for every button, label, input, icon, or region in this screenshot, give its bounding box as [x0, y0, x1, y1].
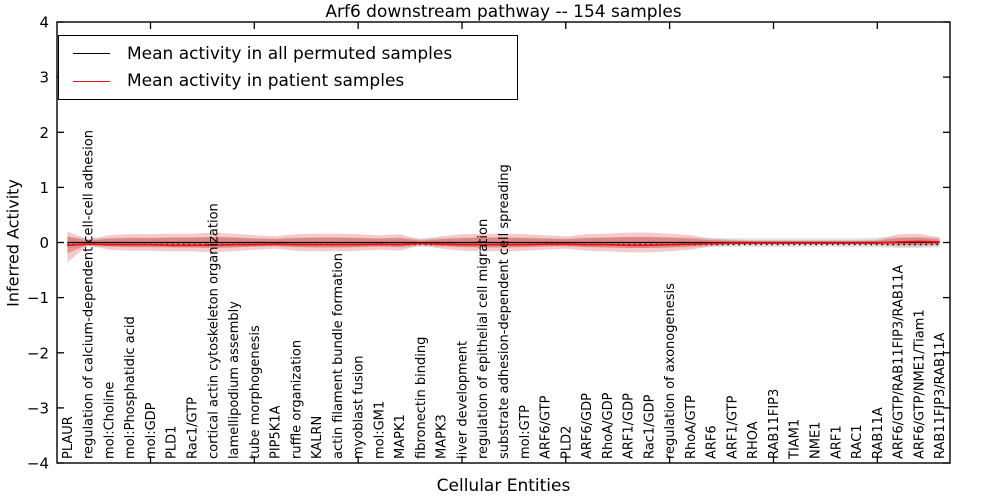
x-category-label: RAB11FIP3 [767, 389, 782, 459]
x-category-label: Rac1/GTP [186, 397, 201, 459]
y-tick-label: 1 [39, 179, 49, 197]
legend-line-sample-patient-icon [73, 80, 110, 82]
x-category-label: mol:Phosphatidic acid [123, 316, 138, 459]
x-category-label: TIAM1 [788, 419, 803, 460]
x-category-label: MAPK1 [393, 414, 408, 459]
x-category-label: actin filament bundle formation [331, 253, 346, 459]
legend-item-permuted-samples: Mean activity in all permuted samples [73, 44, 517, 64]
y-tick-label: −4 [27, 455, 49, 473]
legend-item-patient-samples: Mean activity in patient samples [73, 71, 517, 91]
line-patient-mean [67, 240, 940, 247]
x-axis-title: Cellular Entities [436, 476, 571, 496]
x-category-label: tube morphogenesis [248, 325, 263, 459]
legend-label-permuted: Mean activity in all permuted samples [127, 43, 453, 64]
y-tick-label: 3 [39, 69, 49, 87]
x-category-label: mol:GTP [518, 405, 533, 459]
x-category-label: MAPK3 [435, 414, 450, 459]
x-category-label: lamellipodium assembly [227, 301, 242, 459]
x-category-label: cortical actin cytoskeleton organization [206, 203, 221, 459]
x-category-label: ARF6/GTP [539, 395, 554, 459]
x-category-label: ARF1/GDP [622, 393, 637, 459]
x-category-label: NME1 [809, 422, 824, 459]
x-category-label: PLD2 [559, 426, 574, 459]
x-category-label: RAB11FIP3/RAB11A [933, 332, 948, 459]
x-category-label: PIP5K1A [269, 405, 284, 459]
x-category-label: regulation of epithelial cell migration [476, 219, 491, 459]
x-category-label: KALRN [310, 416, 325, 459]
x-category-label: fibronectin binding [414, 337, 429, 459]
x-category-label: ARF6/GTP/NME1/Tiam1 [912, 309, 927, 459]
x-category-label: ARF6/GTP/RAB11FIP3/RAB11A [892, 265, 907, 459]
x-category-label: substrate adhesion-dependent cell spread… [497, 164, 512, 459]
x-category-label: RAB11A [871, 407, 886, 459]
legend: Mean activity in all permuted samples Me… [58, 35, 518, 100]
y-tick-label: 0 [39, 234, 49, 252]
y-tick-label: −3 [27, 399, 49, 417]
y-tick-label: −2 [27, 344, 49, 362]
legend-label-patient: Mean activity in patient samples [127, 71, 405, 92]
x-category-label: Rac1/GDP [642, 394, 657, 459]
x-category-label: regulation of calcium-dependent cell-cel… [82, 130, 97, 459]
x-category-label: PLD1 [165, 426, 180, 459]
x-category-label: ARF1 [829, 425, 844, 459]
x-category-label: RAC1 [850, 424, 865, 459]
band-patient-samples-outer-band [67, 231, 940, 263]
x-category-label: RhoA/GDP [601, 392, 616, 459]
y-axis-title: Inferred Activity [3, 179, 23, 307]
y-tick-label: 4 [39, 14, 49, 32]
legend-line-sample-permuted-icon [73, 53, 110, 55]
x-category-label: liver development [456, 341, 471, 459]
x-category-label: ARF6/GDP [580, 393, 595, 459]
x-category-label: ARF6 [705, 425, 720, 459]
x-category-label: myoblast fusion [352, 355, 367, 459]
y-tick-label: 2 [39, 124, 49, 142]
x-category-label: regulation of axonogenesis [663, 283, 678, 459]
x-category-label: mol:GDP [144, 402, 159, 459]
x-category-label: mol:Choline [102, 382, 117, 459]
x-category-label: RhoA/GTP [684, 395, 699, 459]
x-category-label: mol:GM1 [372, 401, 387, 459]
x-category-label: PLAUR [61, 416, 76, 459]
chart-title: Arf6 downstream pathway -- 154 samples [325, 2, 682, 22]
x-category-label: ARF1/GTP [725, 395, 740, 459]
x-category-label: ruffle organization [289, 340, 304, 459]
y-tick-label: −1 [27, 289, 49, 307]
x-category-label: RHOA [746, 421, 761, 459]
